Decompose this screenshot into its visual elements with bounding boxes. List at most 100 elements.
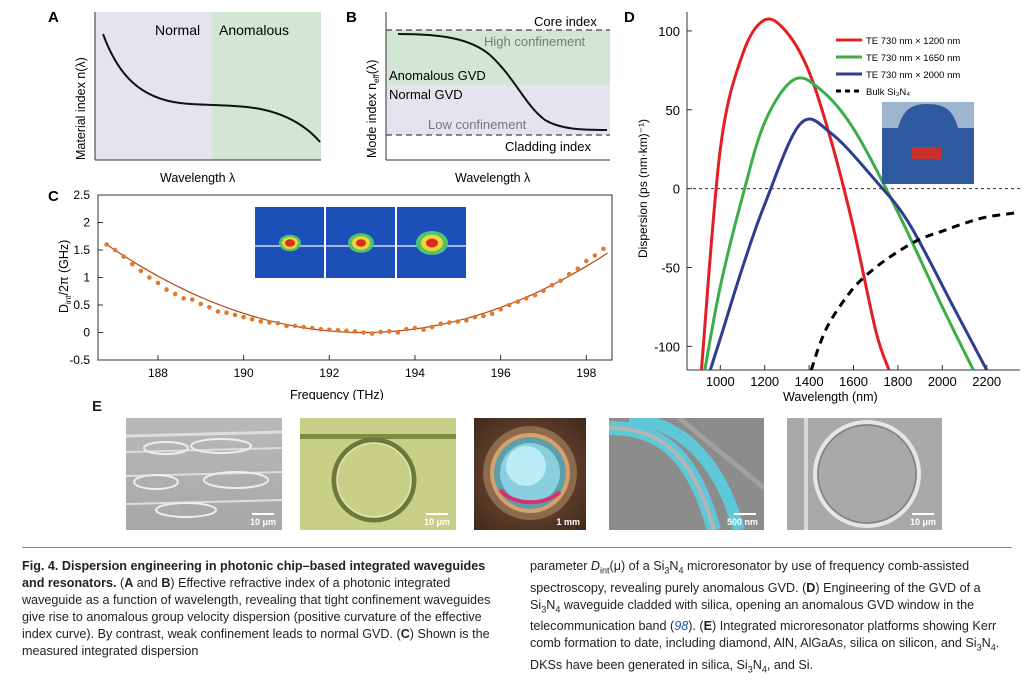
panelC-data-point (112, 247, 118, 253)
panelC-xtick-label: 190 (234, 366, 254, 380)
caption-text: of a Si (625, 559, 665, 573)
panelC-data-point (481, 313, 486, 319)
panelC-data-point (489, 311, 495, 317)
caption-text: (μ) (609, 559, 626, 573)
caption-subscript: 3 (976, 642, 982, 653)
panelD-ytick-label: 50 (666, 103, 680, 118)
panelC-data-point (369, 331, 375, 336)
panelA-normal-label: Normal (155, 22, 200, 38)
photo-sin-graphic (804, 418, 921, 530)
photo-silica-scale: 1 mm (556, 517, 580, 527)
panelC-data-point (284, 323, 289, 329)
panelC-data-point (249, 317, 255, 322)
caption-subscript: 4 (990, 642, 996, 653)
panel-letter-e: E (92, 398, 103, 415)
photo-diamond: 10 μm (126, 418, 282, 530)
panelC-mode-field (285, 239, 295, 247)
panelC-ytick-label: 2 (83, 216, 90, 230)
panelB-xlabel: Wavelength λ (455, 171, 531, 185)
caption-text: ) Effective refractive index of a photon… (22, 576, 491, 641)
panelB-anomalous-gvd-label: Anomalous GVD (389, 68, 486, 83)
panelD-ytick-label: -50 (661, 260, 680, 275)
panelC-ytick-label: -0.5 (69, 353, 90, 367)
panelD-legend: TE 730 nm × 1200 nm TE 730 nm × 1650 nm TE… (836, 36, 960, 98)
caption-subscript: 4 (761, 664, 767, 675)
caption-subscript: 4 (555, 604, 561, 615)
panelC-data-point (472, 314, 478, 320)
panelC-data-point (575, 266, 581, 271)
panelC-data-point (181, 296, 186, 301)
panelB-core-index-label: Core index (534, 14, 597, 29)
caption-text: waveguide cladded with silica, opening a… (530, 597, 975, 634)
panelC-xtick-label: 196 (491, 366, 511, 380)
panelB-high-confinement-label: High confinement (484, 34, 586, 49)
caption-reference-link[interactable]: 98 (674, 619, 689, 634)
caption-symbol: D (590, 559, 601, 573)
panelC-ytick-label: 2.5 (73, 188, 90, 202)
panelD-legend-label: TE 730 nm × 1650 nm (866, 53, 960, 64)
caption-text: parameter (530, 559, 591, 573)
panelC-data-point (498, 307, 503, 312)
panelC-data-point (121, 254, 126, 259)
panel-letter-d: D (624, 9, 635, 26)
panelB-ylabel-end: (λ) (365, 60, 379, 75)
caption-text: ). ( (688, 619, 704, 634)
panelC-data-point (429, 324, 435, 330)
panelC-ytick-label: 0.5 (73, 298, 90, 312)
panelC-data-point (506, 302, 512, 308)
panelB-ylabel: Mode index neff(λ) (365, 60, 381, 158)
caption-text: ) Integrated microresonator platforms sh… (530, 619, 997, 651)
panelC-ytick-label: 1.5 (73, 243, 90, 257)
panelC-data-point (532, 292, 538, 298)
panelD-legend-label: Bulk Si₃N₄ (866, 87, 910, 98)
panelC-data-point (395, 330, 401, 335)
panelC-data-point (386, 329, 392, 334)
panelD-xtick-label: 1400 (795, 374, 824, 389)
panelD-xtick-label: 2200 (972, 374, 1001, 389)
photo-algaas-graphic (609, 418, 764, 530)
panelC-data-point (524, 296, 529, 301)
panelC-data-point (207, 304, 212, 310)
panelD-xtick-label: 1200 (750, 374, 779, 389)
panelC-data-point (438, 321, 443, 326)
photo-silica: 1 mm (474, 418, 586, 530)
panelC-data-point (258, 319, 264, 324)
caption-text: ( (116, 576, 125, 590)
panelC-data-point (455, 319, 461, 324)
panelC-mode-field (356, 239, 366, 247)
caption-subscript: int (600, 565, 610, 576)
panelD-series-line (809, 210, 1021, 371)
caption-subscript: 4 (678, 565, 684, 576)
caption-column-2: parameter Dint(μ) of a Si3N4 microresona… (530, 558, 1012, 678)
panelD-waveguide-inset (882, 102, 974, 184)
panelD-xtick-label: 1000 (706, 374, 735, 389)
photo-diamond-scale: 10 μm (249, 517, 276, 527)
panelC-xlabel: Frequency (THz) (290, 388, 384, 400)
panelC-data-point (404, 326, 409, 332)
panelC-data-point (421, 327, 426, 333)
panelC-data-point (309, 325, 315, 331)
panelC-data-point (327, 327, 332, 333)
panelC-data-point (344, 328, 349, 334)
panelC-data-point (549, 282, 555, 288)
panelA-anomalous-region (212, 12, 321, 160)
panelC-chart: C -0.5 0 0.5 1 1.5 2 2.5 188 190 192 194 196 198 Fre… (48, 188, 613, 400)
panelC-data-point (558, 278, 563, 284)
panelC-mode-inset (255, 207, 466, 278)
panelC-data-point (412, 325, 418, 331)
panelC-xtick-label: 194 (405, 366, 425, 380)
panel-letter-a: A (48, 9, 59, 26)
caption-letter: C (400, 627, 410, 641)
panelC-data-point (232, 312, 238, 318)
panelA-normal-region (95, 12, 212, 160)
panelC-data-point (584, 258, 589, 264)
panelC-data-point (541, 288, 546, 293)
panelB-ylabel-sub: eff (372, 73, 381, 83)
caption-text: , and Si. (766, 657, 814, 672)
panelD-ylabel: Dispersion (ps (nm·km)⁻¹) (636, 119, 650, 258)
panelC-data-point (318, 326, 324, 332)
panelD-xlabel: Wavelength (nm) (783, 390, 878, 404)
panelC-data-point (267, 320, 272, 325)
panelC-data-point (464, 318, 469, 323)
panelC-xtick-label: 198 (576, 366, 596, 380)
